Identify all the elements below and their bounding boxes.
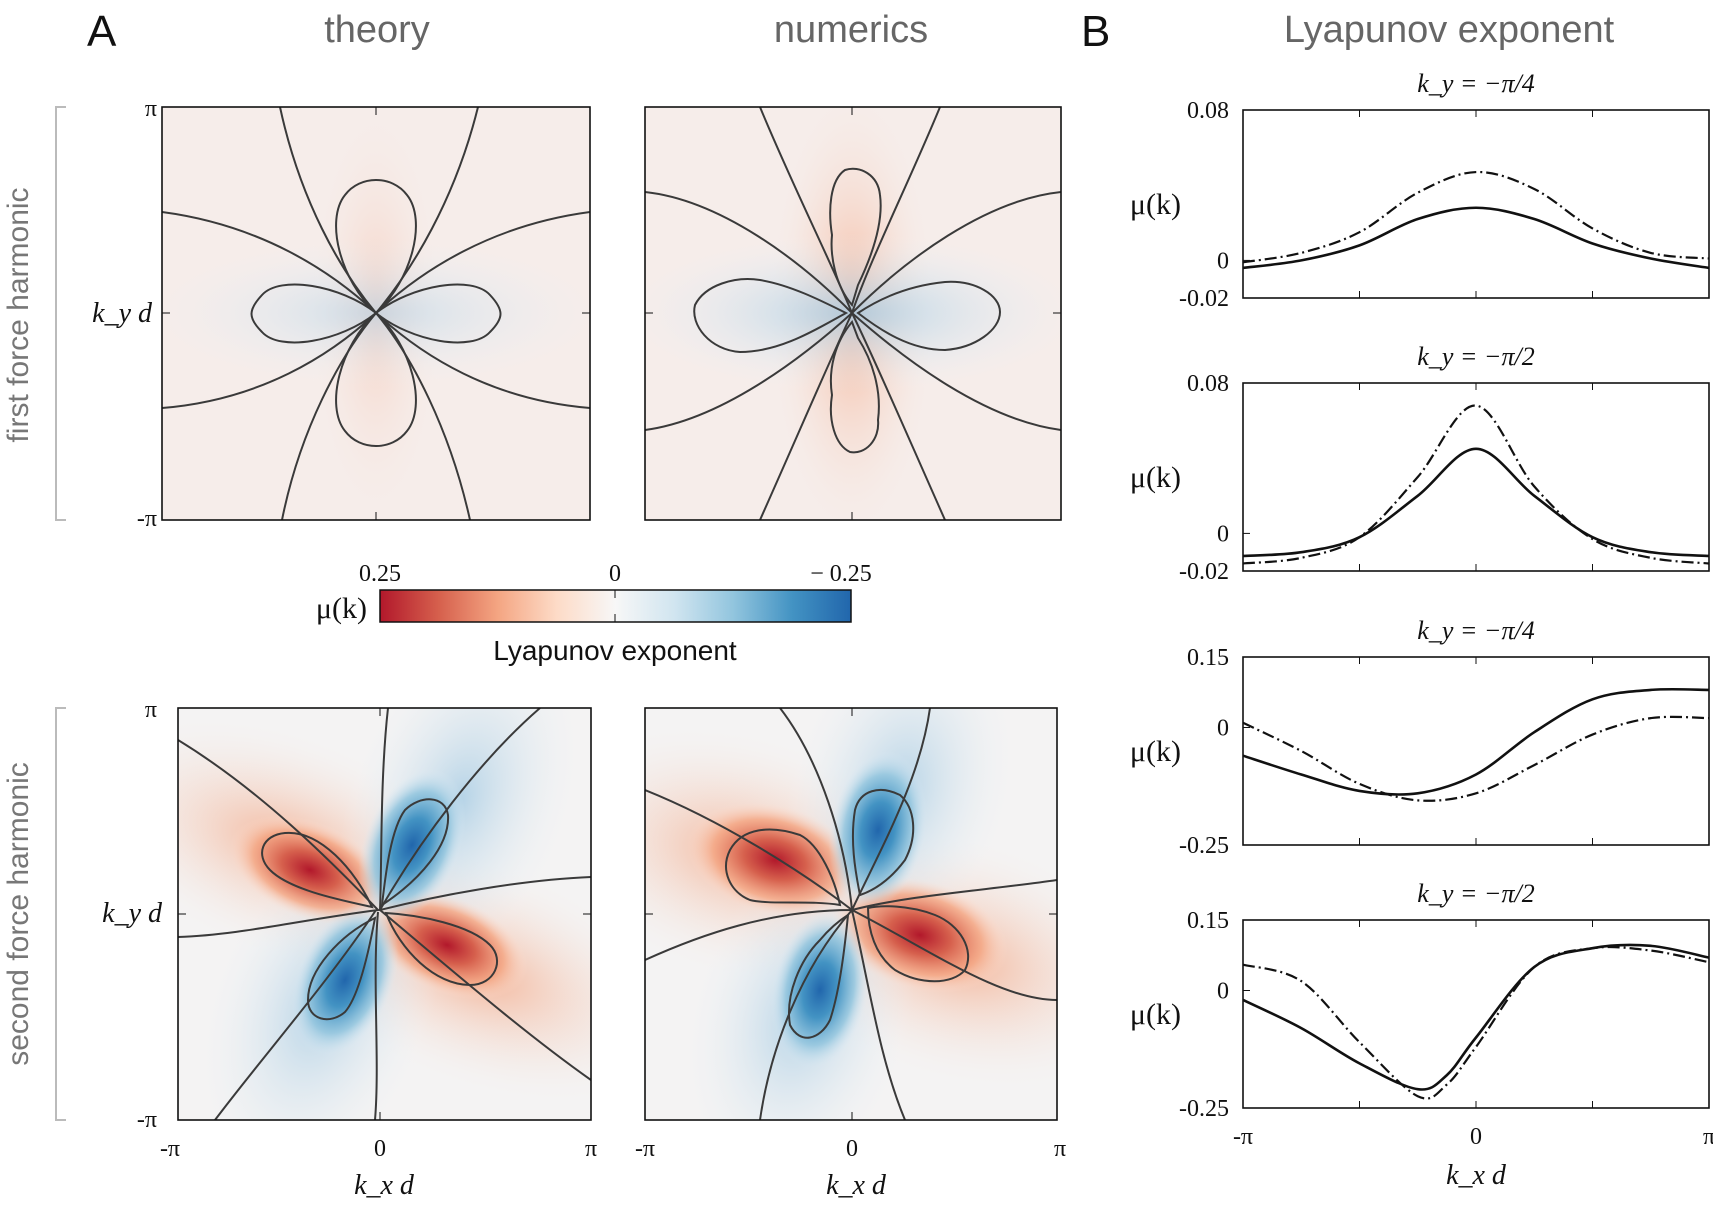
y-tick-label: -0.25: [1179, 1096, 1229, 1122]
panel-label-b: B: [1081, 7, 1110, 56]
y-tick-minus-pi-row2: -π: [137, 1107, 157, 1133]
x-tick-pi-theory: π: [585, 1136, 597, 1162]
series-numerics-line: [1242, 170, 1710, 264]
line-plot-title: k_y = −π/4: [1417, 616, 1534, 645]
y-axis-label: μ(k): [1130, 188, 1181, 221]
series-theory-line: [1242, 206, 1710, 270]
y-axis-label: μ(k): [1130, 735, 1181, 768]
y-tick-label: -0.02: [1179, 286, 1229, 312]
y-axis-label: μ(k): [1130, 998, 1181, 1031]
line-plots-b: 0.08 0 -0.02 k_y = −π/4 μ(k) 0.08 0 -0.02 k_y = …: [1130, 69, 1713, 1191]
series-theory-line: [1242, 687, 1710, 796]
colorbar: 0.25 0 − 0.25 μ(k) Lyapunov exponent: [316, 561, 872, 666]
heatmap-first-numerics: [644, 106, 1062, 521]
colorbar-label: Lyapunov exponent: [493, 635, 737, 666]
series-numerics-line: [1242, 715, 1710, 802]
y-tick-label: 0.15: [1187, 908, 1229, 934]
y-tick-label: 0.08: [1187, 371, 1229, 397]
y-tick-pi-row1: π: [145, 96, 157, 122]
panel-label-a: A: [87, 7, 117, 56]
y-axis-label-row1: k_y d: [92, 298, 153, 329]
x-axis-label-numerics: k_x d: [826, 1170, 887, 1201]
y-tick-label: 0: [1217, 521, 1229, 547]
x-axis-label-theory: k_x d: [354, 1170, 415, 1201]
y-axis-label: μ(k): [1130, 461, 1181, 494]
series-theory-line: [1242, 943, 1710, 1091]
x-tick-label: -π: [1233, 1124, 1253, 1150]
column-title-lyapunov: Lyapunov exponent: [1284, 9, 1615, 51]
line-plot-frame: [1242, 656, 1710, 846]
x-axis-label: k_x d: [1446, 1160, 1507, 1191]
series-numerics-line: [1242, 945, 1710, 1100]
x-tick-minus-pi-numerics: -π: [635, 1136, 655, 1162]
series-numerics-line: [1242, 404, 1710, 565]
column-title-numerics: numerics: [774, 9, 928, 51]
row-bracket-second: [55, 707, 66, 1121]
x-tick-label: π: [1703, 1124, 1713, 1150]
y-tick-label: 0: [1217, 716, 1229, 742]
x-tick-zero-theory: 0: [374, 1136, 386, 1162]
line-plot-frame: [1242, 109, 1710, 299]
colorbar-symbol: μ(k): [316, 592, 367, 625]
y-tick-label: 0: [1217, 248, 1229, 274]
row-label-second: second force harmonic: [2, 762, 35, 1066]
heatmap-second-theory: [177, 707, 592, 1121]
x-tick-pi-numerics: π: [1054, 1136, 1066, 1162]
colorbar-tick-min: − 0.25: [810, 561, 872, 587]
colorbar-tick-max: 0.25: [359, 561, 401, 587]
y-tick-minus-pi-row1: -π: [137, 506, 157, 532]
line-plot-title: k_y = −π/2: [1417, 342, 1534, 371]
y-tick-label: 0.08: [1187, 98, 1229, 124]
row-bracket-first: [55, 106, 66, 521]
y-tick-label: -0.25: [1179, 833, 1229, 859]
y-tick-label: 0.15: [1187, 645, 1229, 671]
column-title-theory: theory: [324, 9, 430, 51]
x-tick-zero-numerics: 0: [846, 1136, 858, 1162]
line-plot-title: k_y = −π/2: [1417, 879, 1534, 908]
y-tick-label: 0: [1217, 979, 1229, 1005]
line-plot-frame: [1242, 382, 1710, 572]
y-tick-label: -0.02: [1179, 559, 1229, 585]
line-plot-title: k_y = −π/4: [1417, 69, 1534, 98]
heatmap-first-theory: [161, 106, 591, 521]
colorbar-tick-zero: 0: [609, 561, 621, 587]
y-axis-label-row2: k_y d: [102, 898, 163, 929]
row-label-first: first force harmonic: [2, 187, 35, 442]
series-theory-line: [1242, 447, 1710, 558]
x-tick-minus-pi-theory: -π: [160, 1136, 180, 1162]
heatmap-second-numerics: [644, 707, 1058, 1121]
y-tick-pi-row2: π: [145, 697, 157, 723]
x-tick-label: 0: [1470, 1124, 1482, 1150]
